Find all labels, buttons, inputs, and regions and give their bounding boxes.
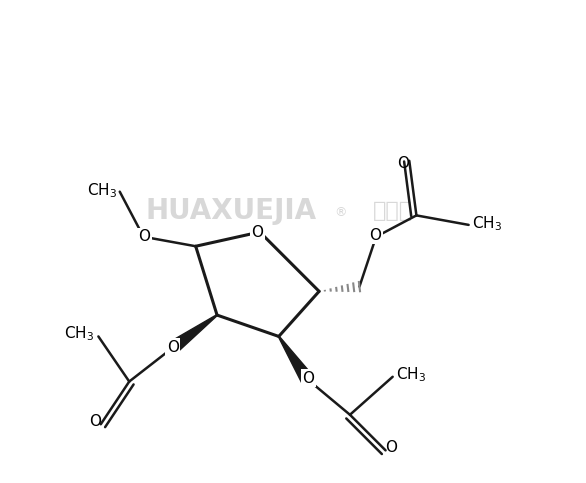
Text: O: O — [251, 225, 263, 240]
Text: CH$_3$: CH$_3$ — [87, 181, 117, 199]
Text: O: O — [138, 229, 151, 244]
Text: CH$_3$: CH$_3$ — [397, 365, 427, 384]
Text: O: O — [397, 156, 410, 170]
Text: O: O — [89, 414, 101, 429]
Text: CH$_3$: CH$_3$ — [472, 214, 503, 233]
Text: O: O — [167, 340, 179, 355]
Text: CH$_3$: CH$_3$ — [64, 325, 94, 343]
Text: 化学加: 化学加 — [373, 200, 413, 221]
Polygon shape — [168, 315, 217, 354]
Text: ®: ® — [334, 207, 347, 219]
Text: O: O — [385, 440, 397, 455]
Text: O: O — [369, 228, 381, 243]
Text: HUAXUEJIA: HUAXUEJIA — [146, 197, 317, 225]
Polygon shape — [278, 336, 313, 383]
Text: O: O — [302, 371, 314, 386]
